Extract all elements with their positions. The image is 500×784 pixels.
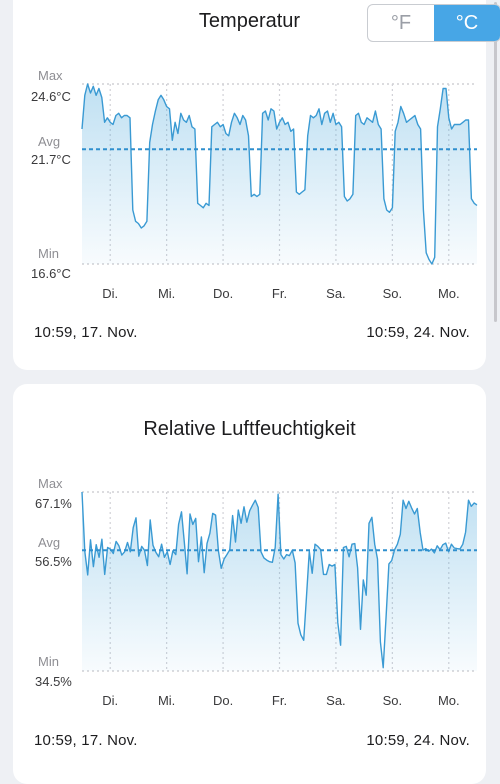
range-start: 10:59, 17. Nov. bbox=[34, 324, 138, 341]
max-label: Max bbox=[38, 68, 63, 83]
day-label: Do. bbox=[213, 286, 233, 301]
min-label: Min bbox=[38, 246, 59, 261]
day-label: Di. bbox=[102, 693, 118, 708]
range-end: 10:59, 24. Nov. bbox=[366, 324, 470, 341]
fahrenheit-toggle[interactable]: °F bbox=[390, 11, 412, 34]
range-start: 10:59, 17. Nov. bbox=[34, 732, 138, 749]
day-label: Sa. bbox=[326, 693, 346, 708]
scrollbar[interactable] bbox=[494, 2, 497, 322]
humidity-chart: Max 67.1% Avg 56.5% Min 34.5% Di. Mi. Do. F… bbox=[35, 476, 478, 708]
max-value: 67.1% bbox=[35, 496, 72, 511]
temperature-title: Temperatur bbox=[198, 10, 301, 32]
day-label: Mo. bbox=[438, 693, 460, 708]
celsius-toggle[interactable]: °C bbox=[434, 5, 500, 41]
min-value: 34.5% bbox=[35, 674, 72, 689]
day-label: Mi. bbox=[158, 286, 175, 301]
series-area bbox=[82, 492, 477, 671]
day-label: Di. bbox=[102, 286, 118, 301]
range-end: 10:59, 24. Nov. bbox=[366, 732, 470, 749]
avg-value: 56.5% bbox=[35, 554, 72, 569]
min-value: 16.6°C bbox=[31, 266, 71, 281]
avg-label: Avg bbox=[38, 535, 60, 550]
day-label: Mo. bbox=[438, 286, 460, 301]
humidity-title: Relative Luftfeuchtigkeit bbox=[143, 418, 356, 440]
series-area bbox=[82, 84, 477, 264]
day-label: Fr. bbox=[272, 693, 287, 708]
max-value: 24.6°C bbox=[31, 89, 71, 104]
day-label: Do. bbox=[213, 693, 233, 708]
day-label: So. bbox=[383, 286, 403, 301]
temperature-card: Temperatur °F °C Max 24.6°C Avg 21.7°C M… bbox=[13, 0, 500, 370]
unit-toggle[interactable]: °F °C bbox=[367, 4, 500, 42]
avg-value: 21.7°C bbox=[31, 152, 71, 167]
max-label: Max bbox=[38, 476, 63, 491]
series-line bbox=[81, 83, 478, 265]
min-label: Min bbox=[38, 654, 59, 669]
avg-label: Avg bbox=[38, 134, 60, 149]
day-label: Mi. bbox=[158, 693, 175, 708]
day-label: Fr. bbox=[272, 286, 287, 301]
series-line bbox=[81, 491, 478, 669]
humidity-card: Relative Luftfeuchtigkeit Max 67.1% Avg … bbox=[13, 384, 486, 784]
day-label: Sa. bbox=[326, 286, 346, 301]
day-label: So. bbox=[383, 693, 403, 708]
temperature-chart: Max 24.6°C Avg 21.7°C Min 16.6°C Di. Mi. D… bbox=[31, 68, 478, 301]
